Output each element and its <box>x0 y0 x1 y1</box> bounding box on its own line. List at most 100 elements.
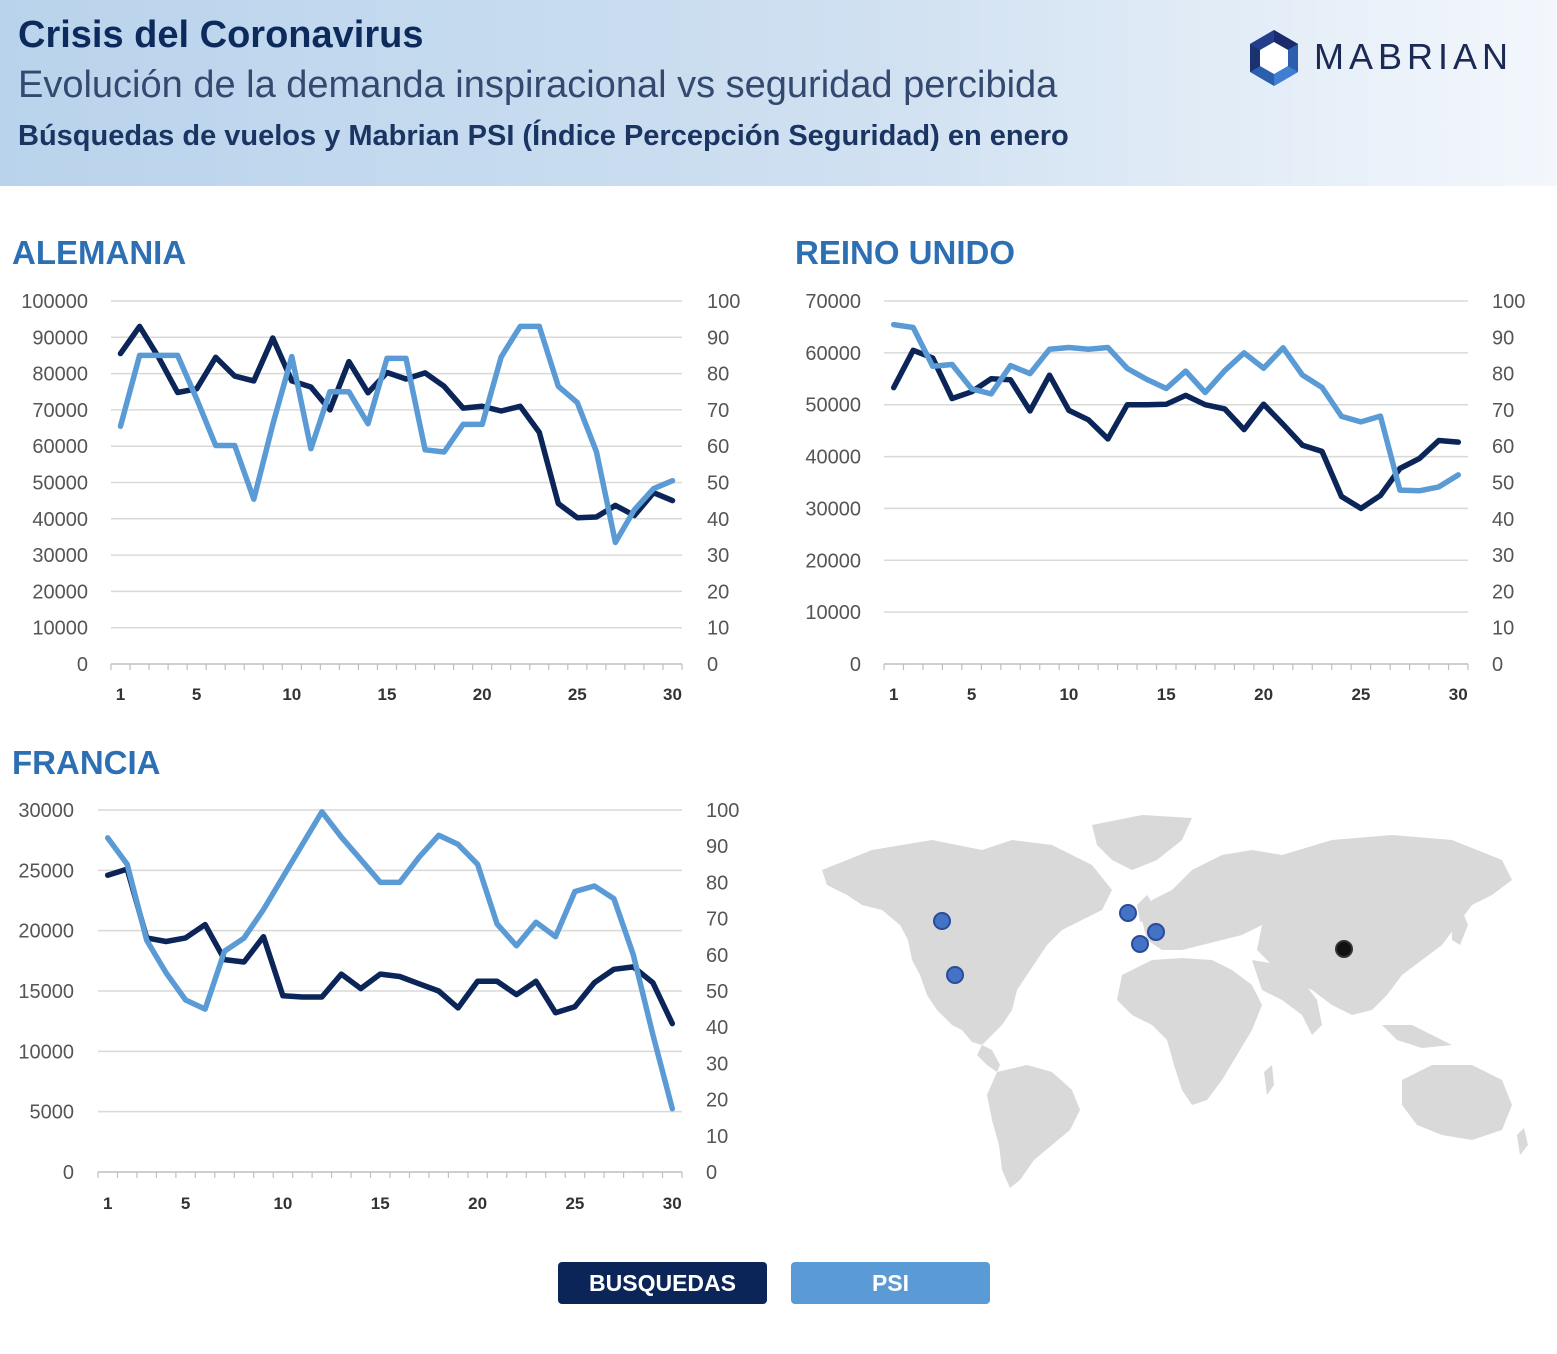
y-right-tick-label: 50 <box>706 981 728 1003</box>
y-left-tick-label: 50000 <box>805 395 861 417</box>
y-left-tick-label: 100000 <box>21 291 88 313</box>
x-tick-label: 25 <box>568 685 587 704</box>
y-left-tick-label: 70000 <box>32 400 88 422</box>
series-line-busquedas <box>117 323 676 521</box>
series-line-psi <box>117 323 676 546</box>
x-tick-label: 25 <box>1351 685 1370 704</box>
y-right-tick-label: 80 <box>706 872 728 894</box>
x-tick-label: 20 <box>468 1194 487 1213</box>
y-left-tick-label: 20000 <box>32 581 88 603</box>
marker-uk <box>1119 904 1137 922</box>
y-left-tick-label: 15000 <box>18 981 74 1003</box>
marker-germany <box>1147 923 1165 941</box>
series-line-busquedas <box>104 866 676 1027</box>
y-right-tick-label: 10 <box>1492 618 1514 640</box>
y-left-tick-label: 30000 <box>18 800 74 822</box>
marker-north-america-2 <box>946 966 964 984</box>
y-right-tick-label: 50 <box>1492 473 1514 495</box>
page-title: Crisis del Coronavirus <box>18 14 424 56</box>
series-line-psi <box>890 321 1462 494</box>
chart-reino-unido: 0 10000 20000 30000 40000 50000 60000 70000 0 10 2… <box>805 291 1525 704</box>
x-tick-label: 1 <box>116 685 125 704</box>
legend-busquedas: BUSQUEDAS <box>558 1262 767 1304</box>
legend-psi: PSI <box>791 1262 990 1304</box>
y-right-tick-label: 70 <box>707 400 729 422</box>
y-right-tick-label: 100 <box>707 291 740 313</box>
x-tick-label: 1 <box>889 685 898 704</box>
y-right-tick-label: 40 <box>707 509 729 531</box>
y-left-tick-label: 0 <box>850 654 861 676</box>
y-right-tick-label: 0 <box>1492 654 1503 676</box>
y-left-tick-label: 20000 <box>805 550 861 572</box>
x-tick-label: 20 <box>1254 685 1273 704</box>
x-tick-label: 10 <box>273 1194 292 1213</box>
hexagon-logo-icon <box>1250 30 1298 86</box>
y-right-tick-label: 70 <box>1492 400 1514 422</box>
x-tick-label: 10 <box>1059 685 1078 704</box>
logo-text: MABRIAN <box>1314 36 1514 77</box>
y-left-tick-label: 10000 <box>805 602 861 624</box>
y-right-tick-label: 20 <box>707 581 729 603</box>
header-banner: Crisis del Coronavirus Evolución de la d… <box>0 0 1557 186</box>
y-right-tick-label: 80 <box>1492 364 1514 386</box>
y-left-tick-label: 60000 <box>805 343 861 365</box>
x-tick-label: 15 <box>371 1194 390 1213</box>
chart-title-francia: FRANCIA <box>12 744 161 781</box>
y-left-tick-label: 10000 <box>32 618 88 640</box>
y-right-tick-label: 30 <box>707 545 729 567</box>
y-right-tick-label: 10 <box>706 1126 728 1148</box>
y-right-tick-label: 90 <box>706 836 728 858</box>
y-left-tick-label: 80000 <box>32 364 88 386</box>
y-left-tick-label: 25000 <box>18 860 74 882</box>
x-tick-label: 15 <box>1157 685 1176 704</box>
y-right-tick-label: 10 <box>707 618 729 640</box>
y-left-tick-label: 40000 <box>805 447 861 469</box>
y-right-tick-label: 100 <box>1492 291 1525 313</box>
x-tick-label: 10 <box>282 685 301 704</box>
y-right-tick-label: 100 <box>706 800 739 822</box>
x-tick-label: 25 <box>565 1194 584 1213</box>
y-right-tick-label: 80 <box>707 364 729 386</box>
y-left-tick-label: 0 <box>63 1162 74 1184</box>
mabrian-logo: MABRIAN <box>1244 28 1534 88</box>
y-right-tick-label: 50 <box>707 473 729 495</box>
y-right-tick-label: 30 <box>1492 545 1514 567</box>
marker-france <box>1131 935 1149 953</box>
y-right-tick-label: 60 <box>707 436 729 458</box>
x-tick-label: 1 <box>103 1194 112 1213</box>
marker-china <box>1335 940 1353 958</box>
y-left-tick-label: 40000 <box>32 509 88 531</box>
y-left-tick-label: 60000 <box>32 436 88 458</box>
y-left-tick-label: 0 <box>77 654 88 676</box>
y-right-tick-label: 0 <box>707 654 718 676</box>
y-right-tick-label: 90 <box>707 327 729 349</box>
y-right-tick-label: 40 <box>1492 509 1514 531</box>
y-left-tick-label: 70000 <box>805 291 861 313</box>
x-tick-label: 5 <box>967 685 976 704</box>
x-tick-label: 5 <box>181 1194 190 1213</box>
y-right-tick-label: 20 <box>706 1090 728 1112</box>
y-left-tick-label: 50000 <box>32 473 88 495</box>
series-line-busquedas <box>890 347 1462 512</box>
x-tick-label: 15 <box>378 685 397 704</box>
y-right-tick-label: 0 <box>706 1162 717 1184</box>
y-left-tick-label: 30000 <box>805 498 861 520</box>
chart-title-alemania: ALEMANIA <box>12 234 187 271</box>
y-right-tick-label: 20 <box>1492 581 1514 603</box>
y-right-tick-label: 40 <box>706 1017 728 1039</box>
page-subtitle-detail: Búsquedas de vuelos y Mabrian PSI (Índic… <box>18 120 1069 152</box>
y-left-tick-label: 90000 <box>32 327 88 349</box>
page-subtitle: Evolución de la demanda inspiracional vs… <box>18 64 1058 106</box>
y-left-tick-label: 30000 <box>32 545 88 567</box>
x-tick-label: 30 <box>663 685 682 704</box>
x-tick-label: 5 <box>192 685 201 704</box>
y-right-tick-label: 30 <box>706 1053 728 1075</box>
x-tick-label: 30 <box>663 1194 682 1213</box>
y-right-tick-label: 90 <box>1492 327 1514 349</box>
chart-title-reino-unido: REINO UNIDO <box>795 234 1016 271</box>
chart-francia: 0 5000 10000 15000 20000 25000 30000 0 10 20 30 40 5… <box>18 800 739 1213</box>
y-left-tick-label: 10000 <box>18 1041 74 1063</box>
chart-alemania: 0 10000 20000 30000 40000 50000 60000 70000 8000… <box>21 291 740 704</box>
x-tick-label: 30 <box>1449 685 1468 704</box>
marker-north-america-1 <box>933 912 951 930</box>
